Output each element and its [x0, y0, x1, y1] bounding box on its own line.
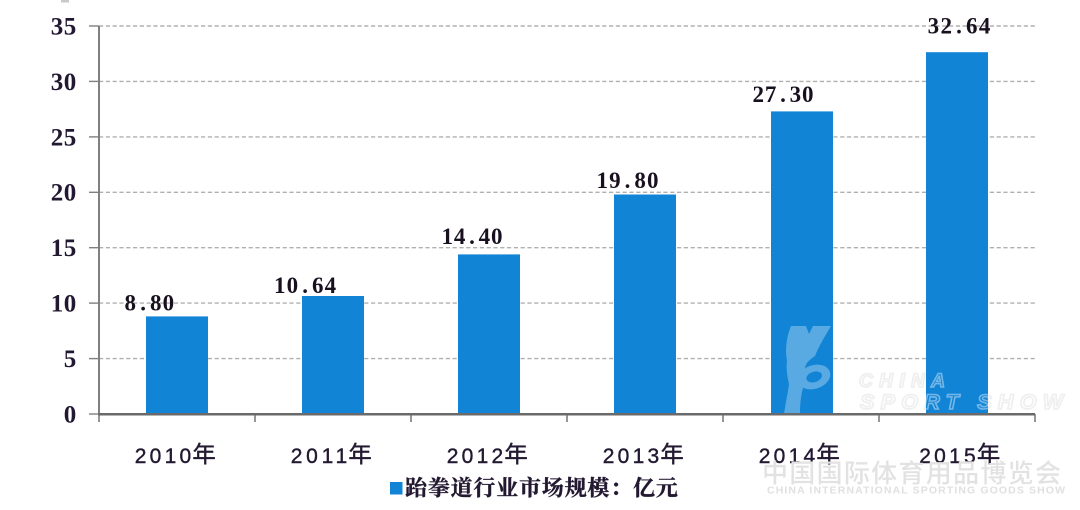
svg-text:3: 3 — [790, 82, 802, 107]
svg-text:.: . — [625, 168, 631, 193]
svg-text:3: 3 — [928, 13, 940, 38]
svg-text:9: 9 — [609, 168, 621, 193]
svg-text:2: 2 — [940, 13, 952, 38]
svg-text:0: 0 — [287, 273, 299, 298]
svg-text:35: 35 — [51, 13, 76, 40]
svg-text:10: 10 — [51, 291, 76, 318]
svg-text:4: 4 — [454, 224, 466, 249]
svg-text:2012: 2012 — [447, 445, 504, 468]
svg-text:8: 8 — [150, 291, 162, 316]
svg-text:7: 7 — [765, 82, 777, 107]
svg-text:2013: 2013 — [603, 445, 660, 468]
svg-text:2011: 2011 — [291, 445, 348, 468]
svg-text:0: 0 — [64, 401, 77, 428]
svg-text:2010: 2010 — [135, 445, 192, 468]
svg-text:0: 0 — [163, 291, 175, 316]
svg-text:6: 6 — [966, 13, 978, 38]
svg-text:1: 1 — [274, 273, 286, 298]
svg-text:0: 0 — [647, 168, 659, 193]
svg-text:CHINA INTERNATIONAL SPORTING G: CHINA INTERNATIONAL SPORTING GOODS SHOW — [767, 485, 1065, 497]
svg-text:.: . — [956, 13, 962, 38]
svg-text:5: 5 — [64, 346, 77, 373]
svg-text:.: . — [302, 273, 308, 298]
svg-text:2014: 2014 — [759, 445, 816, 468]
svg-text:.: . — [780, 82, 786, 107]
svg-text:8: 8 — [634, 168, 646, 193]
svg-text:1: 1 — [441, 224, 453, 249]
svg-text:0: 0 — [491, 224, 503, 249]
svg-text:4: 4 — [325, 273, 337, 298]
svg-text:2: 2 — [752, 82, 764, 107]
svg-text:4: 4 — [479, 224, 491, 249]
svg-text:1: 1 — [597, 168, 609, 193]
svg-text:30: 30 — [51, 69, 76, 96]
svg-text:15: 15 — [51, 235, 76, 262]
svg-text:8: 8 — [125, 291, 137, 316]
svg-text:0: 0 — [802, 82, 814, 107]
svg-text:6: 6 — [312, 273, 324, 298]
svg-text:.: . — [140, 291, 146, 316]
svg-text:CHINA: CHINA — [859, 371, 945, 392]
svg-text:4: 4 — [979, 13, 991, 38]
svg-text:.: . — [469, 224, 475, 249]
svg-text:CHINA: CHINA — [859, 371, 945, 392]
svg-text:25: 25 — [51, 124, 76, 151]
svg-text:20: 20 — [51, 180, 76, 207]
